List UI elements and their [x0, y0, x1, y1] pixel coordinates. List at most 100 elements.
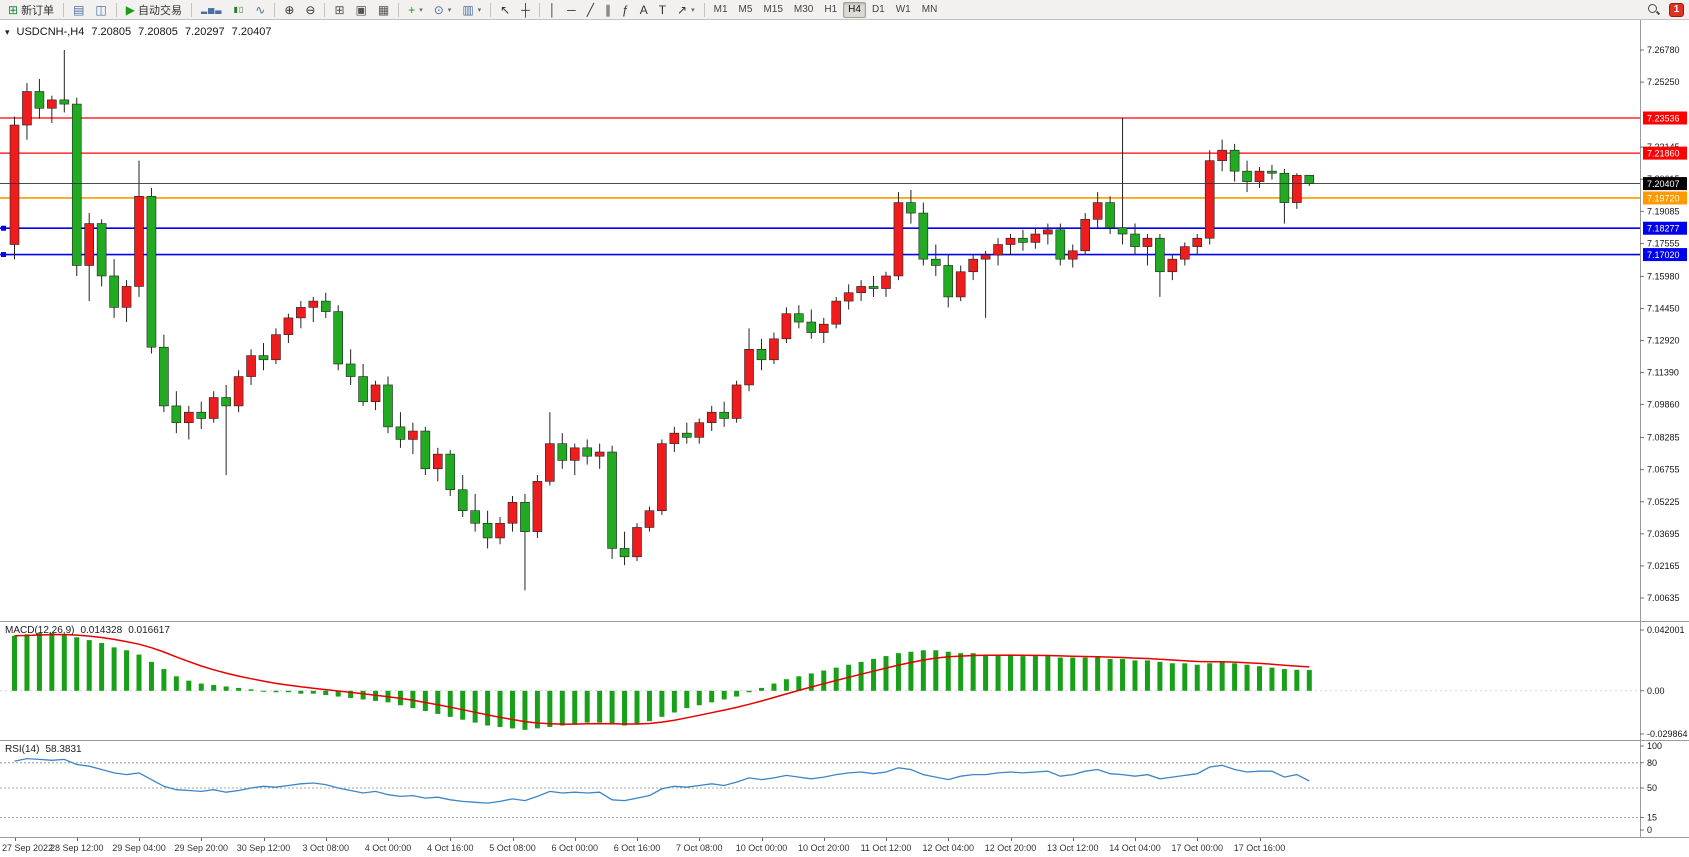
timeframe-m1-button[interactable]: M1: [713, 4, 728, 15]
candlestick-chart-button[interactable]: ▮▯: [228, 1, 249, 19]
tile-windows-button[interactable]: ⊞: [329, 1, 349, 19]
time-axis-tick: [1072, 838, 1074, 841]
bear-candle: [59, 99, 70, 105]
rsi-line: [14, 757, 1310, 804]
bear-candle: [470, 510, 480, 524]
macd-histogram-bar: [659, 690, 665, 717]
timeframe-d1-button[interactable]: D1: [871, 4, 885, 15]
new-order-button[interactable]: ⊞ 新订单: [3, 1, 59, 19]
candlestick-icon: ▮▯: [233, 4, 245, 14]
bull-candle: [731, 384, 742, 419]
timeframe-m15-button[interactable]: M15: [763, 4, 783, 15]
macd-histogram-bar: [908, 651, 914, 691]
search-icon[interactable]: [1647, 3, 1660, 16]
channel-button[interactable]: ∥: [600, 1, 616, 19]
arrange-windows-button[interactable]: ▦: [373, 1, 394, 19]
vertical-line-button[interactable]: │: [544, 1, 562, 19]
line-handle[interactable]: [1, 252, 6, 258]
timeframe-m5-button[interactable]: M5: [738, 4, 753, 15]
toolbar-separator: [63, 2, 65, 17]
time-axis[interactable]: 27 Sep 2022 28 Sep 12:00 29 Sep 04:00 29 Se…: [0, 837, 1689, 857]
bear-candle: [868, 286, 879, 289]
bear-candle: [333, 311, 344, 365]
macd-histogram-bar: [1008, 654, 1013, 691]
trendline-button[interactable]: ╱: [582, 1, 599, 19]
new-order-icon: ⊞: [8, 2, 19, 17]
bear-candle: [607, 451, 617, 549]
macd-histogram-bar: [485, 690, 491, 726]
macd-histogram-bar: [883, 656, 889, 691]
cursor-button[interactable]: ↖: [495, 1, 515, 19]
macd-histogram-bar: [236, 687, 242, 691]
play-icon: ▶: [125, 2, 135, 17]
zoom-out-button[interactable]: ⊖: [300, 1, 320, 19]
macd-indicator[interactable]: 0.042001 0.00 -0.029864: [0, 622, 1689, 740]
time-axis-label: 5 Oct 08:00: [489, 843, 536, 853]
auto-trading-button[interactable]: ▶ 自动交易: [121, 1, 187, 19]
one-click-trading-toggle[interactable]: ▾: [5, 26, 10, 37]
macd-histogram-bar: [783, 679, 789, 691]
timeframe-m30-button[interactable]: M30: [793, 4, 814, 15]
toolbar-separator: [324, 2, 326, 17]
bear-candle: [1242, 170, 1252, 182]
text-label-button[interactable]: T: [654, 1, 671, 19]
price-badge: [1643, 191, 1687, 205]
macd-histogram-bar: [1070, 657, 1076, 691]
timeframe-h4-button[interactable]: H4: [843, 1, 866, 18]
macd-histogram-bar: [24, 634, 30, 691]
timeframe-w1-button[interactable]: W1: [895, 4, 911, 15]
macd-histogram-bar: [734, 690, 740, 697]
bear-candle: [619, 548, 630, 558]
print-preview-button[interactable]: ◫: [90, 1, 111, 19]
profiles-button[interactable]: ⊙ ▾: [429, 1, 457, 19]
time-axis-tick: [699, 838, 701, 841]
macd-histogram-bar: [136, 654, 142, 691]
rsi-indicator[interactable]: 100 80 50 15 0: [0, 741, 1689, 837]
bull-candle: [843, 292, 854, 302]
bear-candle: [918, 212, 929, 260]
fibonacci-button[interactable]: ƒ: [617, 1, 634, 19]
crosshair-button[interactable]: ┼: [516, 1, 535, 19]
bull-candle: [980, 254, 991, 260]
macd-histogram-bar: [422, 690, 428, 712]
cascade-windows-icon: ▣: [355, 2, 367, 17]
macd-histogram-bar: [970, 653, 976, 691]
arrows-button[interactable]: ↗ ▾: [672, 1, 700, 19]
notification-badge[interactable]: 1: [1669, 2, 1684, 17]
toolbar-separator: [538, 2, 540, 17]
timeframe-h1-button[interactable]: H1: [824, 4, 838, 15]
bull-candle: [632, 527, 642, 558]
cascade-windows-button[interactable]: ▣: [351, 1, 372, 19]
bull-candle: [1167, 258, 1178, 273]
zoom-in-button[interactable]: ⊕: [279, 1, 299, 19]
price-axis-label: 7.19085: [1647, 206, 1680, 216]
bar-chart-icon: ▂▅▃: [200, 4, 223, 14]
bull-candle: [657, 443, 667, 512]
templates-button[interactable]: ▥ ▾: [457, 1, 486, 19]
macd-histogram-bar: [759, 687, 764, 691]
line-handle[interactable]: [1, 225, 6, 231]
print-button[interactable]: ▤: [68, 1, 89, 19]
price-badge: [1643, 177, 1687, 191]
macd-histogram-bar: [858, 661, 864, 691]
time-axis-label: 17 Oct 00:00: [1171, 843, 1224, 853]
timeframe-mn-button[interactable]: MN: [921, 4, 938, 15]
horizontal-line-button[interactable]: ─: [562, 1, 581, 19]
candlestick-chart[interactable]: 7.267807.252507.221457.206157.190857.175…: [0, 20, 1689, 621]
macd-histogram-bar: [497, 690, 503, 727]
bull-candle: [594, 451, 605, 457]
new-chart-button[interactable]: + ▾: [403, 1, 428, 19]
printer-icon: ▤: [73, 2, 85, 17]
bear-candle: [320, 300, 331, 312]
macd-histogram-bar: [1306, 670, 1312, 691]
line-chart-button[interactable]: ∿: [250, 1, 270, 19]
time-axis-label: 29 Sep 20:00: [174, 843, 229, 853]
macd-histogram-bar: [261, 690, 266, 692]
price-axis-label: 7.00635: [1647, 593, 1680, 603]
time-axis-label: 17 Oct 16:00: [1233, 843, 1286, 853]
bar-chart-button[interactable]: ▂▅▃: [196, 1, 227, 19]
text-button[interactable]: A: [635, 1, 653, 19]
time-axis-label: 4 Oct 00:00: [364, 843, 412, 853]
arrange-icon: ▦: [377, 2, 390, 17]
